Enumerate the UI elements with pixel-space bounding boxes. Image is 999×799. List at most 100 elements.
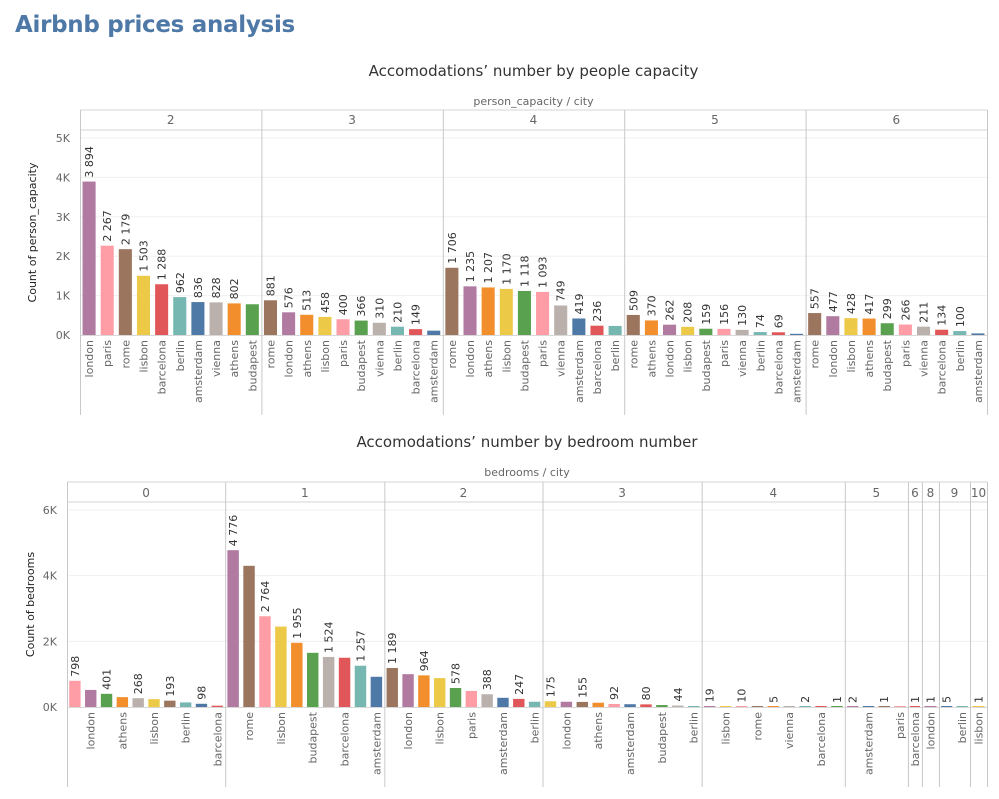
x-category-label: vienna <box>373 340 386 377</box>
data-label: 2 267 <box>101 210 114 242</box>
bar-vienna <box>481 694 493 707</box>
bar-budapest <box>517 290 531 335</box>
data-label: 509 <box>627 290 640 311</box>
x-category-label: london <box>402 712 415 749</box>
bar-athens <box>862 318 876 335</box>
data-label: 208 <box>682 302 695 323</box>
data-label: 419 <box>573 293 586 314</box>
bar-rome <box>164 700 176 707</box>
data-label: 578 <box>450 663 463 684</box>
data-label: 134 <box>936 305 949 326</box>
bar-paris <box>336 319 350 335</box>
data-label: 1 706 <box>446 232 459 264</box>
x-category-label: paris <box>537 340 550 367</box>
data-label: 299 <box>881 298 894 319</box>
bar-berlin <box>688 706 700 707</box>
x-category-label: berlin <box>754 340 767 371</box>
bar-lisbon <box>844 318 858 335</box>
bar-vienna <box>132 698 144 707</box>
bar-athens <box>644 320 658 335</box>
x-category-label: london <box>85 712 98 749</box>
data-label: 130 <box>736 305 749 326</box>
bar-budapest <box>306 652 319 707</box>
y-axis-label: Count of person_capacity <box>26 162 39 302</box>
bar-budapest <box>880 323 894 335</box>
bar-amsterdam <box>497 697 509 707</box>
x-category-label: berlin <box>529 712 542 743</box>
bar-barcelona <box>590 325 604 335</box>
data-label: 388 <box>481 669 494 690</box>
data-label: 881 <box>264 275 277 296</box>
bar-amsterdam <box>370 676 383 707</box>
data-label: 1 <box>909 696 922 703</box>
data-label: 5 <box>767 696 780 703</box>
x-category-label: lisbon <box>720 712 733 745</box>
y-tick-label: 4K <box>56 171 71 184</box>
x-category-label: lisbon <box>275 712 288 745</box>
x-category-label: paris <box>899 340 912 367</box>
x-category-label: paris <box>718 340 731 367</box>
x-category-label: london <box>283 340 296 377</box>
bar-barcelona <box>909 706 920 707</box>
bar-paris <box>536 291 550 335</box>
x-category-label: barcelona <box>591 340 604 394</box>
bar-rome <box>243 565 255 707</box>
y-tick-label: 0K <box>56 329 71 342</box>
bar-athens <box>481 287 495 335</box>
x-category-label: lisbon <box>148 712 161 745</box>
y-tick-label: 2K <box>56 250 71 263</box>
x-category-label: budapest <box>307 711 320 763</box>
x-category-label: budapest <box>355 339 368 391</box>
y-tick-label: 4K <box>43 570 58 583</box>
y-axis-label: Count of bedrooms <box>24 552 37 657</box>
bar-barcelona <box>409 329 423 335</box>
x-category-label: lisbon <box>137 340 150 373</box>
bar-budapest <box>699 328 713 335</box>
y-tick-label: 0K <box>43 701 58 714</box>
data-label: 155 <box>576 677 589 698</box>
x-category-label: athens <box>228 340 241 378</box>
bar-amsterdam <box>941 706 953 707</box>
x-category-label: budapest <box>518 339 531 391</box>
data-label: 1 118 <box>518 255 531 287</box>
bar-paris <box>608 703 620 707</box>
x-category-label: rome <box>119 340 132 369</box>
data-label: 211 <box>918 302 931 323</box>
data-label: 1 955 <box>291 607 304 639</box>
x-category-label: amsterdam <box>497 712 510 775</box>
x-category-label: amsterdam <box>972 340 985 403</box>
bar-lisbon <box>434 678 446 707</box>
data-label: 159 <box>700 304 713 325</box>
bar-budapest <box>656 705 668 707</box>
bar-athens <box>300 314 314 335</box>
data-label: 576 <box>283 287 296 308</box>
data-label: 370 <box>645 295 658 316</box>
bar-athens <box>291 642 303 707</box>
bar-vienna <box>735 329 749 335</box>
bar-london <box>847 706 859 707</box>
x-category-label: berlin <box>956 712 969 743</box>
x-category-label: rome <box>243 712 256 741</box>
x-category-label: vienna <box>555 340 568 377</box>
panel-label: 5 <box>711 113 719 127</box>
bar-lisbon <box>972 706 985 707</box>
facet-header: bedrooms / city <box>484 466 570 479</box>
x-category-label: athens <box>645 340 658 378</box>
data-label: 798 <box>69 656 82 677</box>
data-label: 1 257 <box>354 630 367 662</box>
x-category-label: amsterdam <box>573 340 586 403</box>
bar-lisbon <box>681 326 695 335</box>
data-label: 1 170 <box>500 253 513 285</box>
data-label: 400 <box>337 294 350 315</box>
x-category-label: berlin <box>174 340 187 371</box>
bar-amsterdam <box>789 333 804 335</box>
bar-vienna <box>554 305 568 335</box>
panel-label: 10 <box>971 486 986 500</box>
x-category-label: barcelona <box>909 712 922 766</box>
x-category-label: berlin <box>954 340 967 371</box>
bar-rome <box>576 701 589 707</box>
data-label: 1 <box>972 696 985 703</box>
bar-lisbon <box>318 316 332 335</box>
data-label: 98 <box>195 686 208 700</box>
bar-budapest <box>245 304 259 335</box>
